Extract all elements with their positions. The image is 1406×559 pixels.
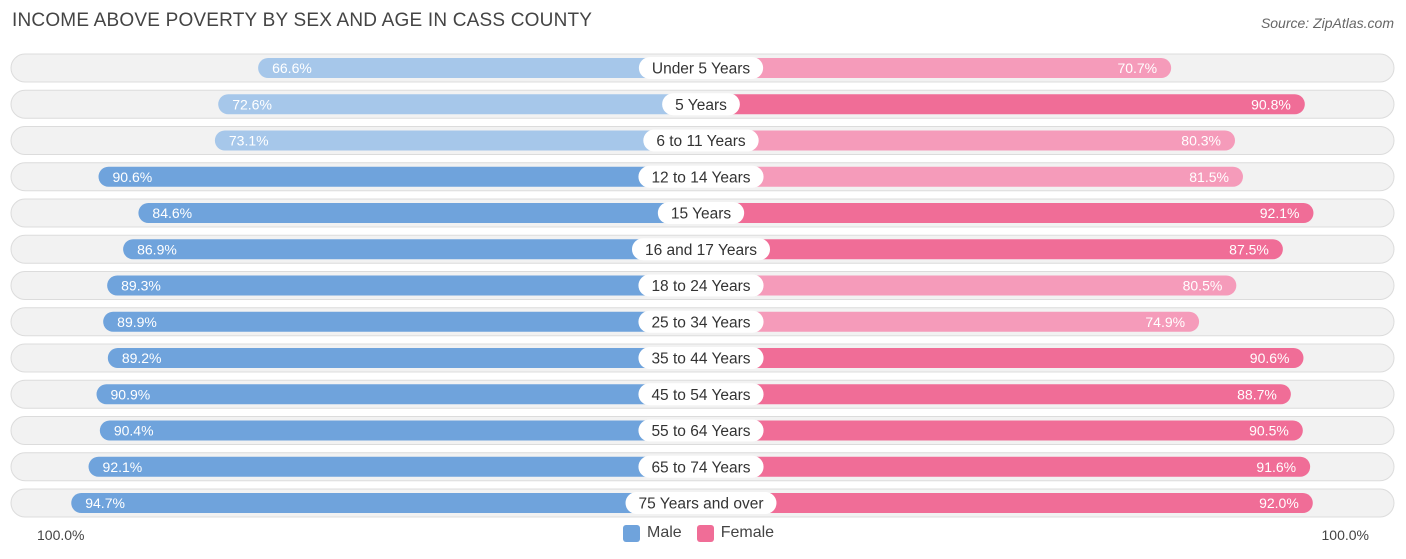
bar-female	[701, 58, 1172, 78]
category-label: 25 to 34 Years	[651, 314, 750, 331]
bar-female	[701, 239, 1283, 260]
value-label-female: 70.7%	[1117, 60, 1157, 76]
bar-male	[258, 58, 701, 78]
category-label: 12 to 14 Years	[651, 169, 750, 186]
legend-item-female: Female	[696, 524, 775, 542]
bar-male	[99, 420, 702, 441]
legend-swatch-male	[623, 524, 640, 542]
bar-female	[701, 130, 1235, 151]
category-label: 35 to 44 Years	[651, 351, 750, 368]
bar-male	[138, 203, 701, 223]
axis-left-label: 100.0%	[37, 527, 85, 543]
value-label-male: 66.6%	[272, 60, 312, 76]
bar-male	[107, 348, 701, 368]
category-label-pill	[662, 93, 740, 116]
legend-label-female: Female	[720, 524, 775, 541]
category-label: 55 to 64 Years	[651, 423, 750, 440]
bar-female	[701, 203, 1314, 223]
value-label-female: 90.8%	[1251, 96, 1291, 112]
category-label-pill	[643, 129, 759, 152]
bar-female	[701, 456, 1311, 477]
category-label: 65 to 74 Years	[651, 459, 750, 476]
value-label-male: 89.3%	[121, 278, 161, 294]
category-label-pill	[638, 310, 764, 333]
value-label-female: 92.0%	[1259, 495, 1299, 511]
bar-male	[214, 130, 701, 151]
category-label: 6 to 11 Years	[656, 133, 746, 150]
bar-female	[701, 493, 1313, 513]
bar-male	[107, 275, 701, 296]
category-label-pill	[638, 165, 764, 188]
value-label-male: 73.1%	[229, 133, 269, 149]
value-label-female: 80.5%	[1183, 278, 1223, 294]
category-label-pill	[638, 383, 764, 406]
value-label-male: 90.6%	[113, 169, 153, 185]
category-label: 75 Years and over	[639, 496, 764, 513]
value-label-male: 92.1%	[103, 459, 143, 475]
bar-male	[71, 493, 702, 513]
value-label-male: 72.6%	[232, 96, 272, 112]
category-label: 5 Years	[675, 97, 727, 114]
bar-male	[123, 239, 702, 260]
value-label-male: 90.9%	[111, 386, 151, 402]
bar-female	[701, 348, 1304, 368]
category-label-pill	[631, 238, 771, 261]
category-label: 16 and 17 Years	[645, 242, 757, 259]
value-label-female: 74.9%	[1145, 314, 1185, 330]
value-label-female: 90.6%	[1250, 350, 1290, 366]
category-label-pill	[657, 202, 745, 224]
chart-title: INCOME ABOVE POVERTY BY SEX AND AGE IN C…	[12, 10, 593, 31]
bar-female	[701, 311, 1200, 332]
category-label-pill	[638, 57, 764, 79]
value-label-male: 89.2%	[122, 350, 162, 366]
category-label: 45 to 54 Years	[651, 387, 750, 404]
value-label-female: 80.3%	[1181, 133, 1221, 149]
value-label-male: 86.9%	[137, 241, 177, 257]
bar-female	[701, 166, 1243, 187]
value-label-male: 84.6%	[152, 205, 192, 221]
value-label-male: 90.4%	[114, 423, 154, 439]
chart-source: Source: ZipAtlas.com	[1260, 15, 1394, 31]
bar-male	[103, 311, 702, 332]
value-label-female: 88.7%	[1237, 386, 1277, 402]
bar-male	[88, 456, 701, 477]
value-label-female: 90.5%	[1249, 423, 1289, 439]
bar-female	[701, 420, 1303, 441]
category-label-pill	[638, 419, 764, 442]
category-label: 18 to 24 Years	[651, 278, 750, 295]
value-label-female: 81.5%	[1189, 169, 1229, 185]
category-label: Under 5 Years	[652, 61, 750, 78]
legend-item-male: Male	[623, 524, 682, 542]
category-label-pill	[638, 274, 764, 297]
value-label-male: 94.7%	[85, 495, 125, 511]
bar-male	[218, 94, 701, 115]
bar-female	[701, 94, 1305, 115]
bar-male	[98, 166, 701, 187]
axis-right-label: 100.0%	[1321, 527, 1369, 543]
value-label-male: 89.9%	[117, 314, 157, 330]
legend-label-male: Male	[647, 524, 682, 541]
legend-swatch-female	[696, 524, 714, 542]
bar-female	[701, 384, 1291, 405]
bar-male	[96, 384, 701, 405]
value-label-female: 91.6%	[1256, 459, 1296, 475]
category-label-pill	[625, 492, 777, 514]
legend: Male Female	[623, 524, 789, 542]
bar-female	[701, 275, 1237, 296]
category-label: 15 Years	[671, 206, 732, 223]
value-label-female: 92.1%	[1260, 205, 1300, 221]
value-label-female: 87.5%	[1229, 241, 1269, 257]
category-label-pill	[638, 347, 764, 369]
category-label-pill	[638, 455, 764, 478]
